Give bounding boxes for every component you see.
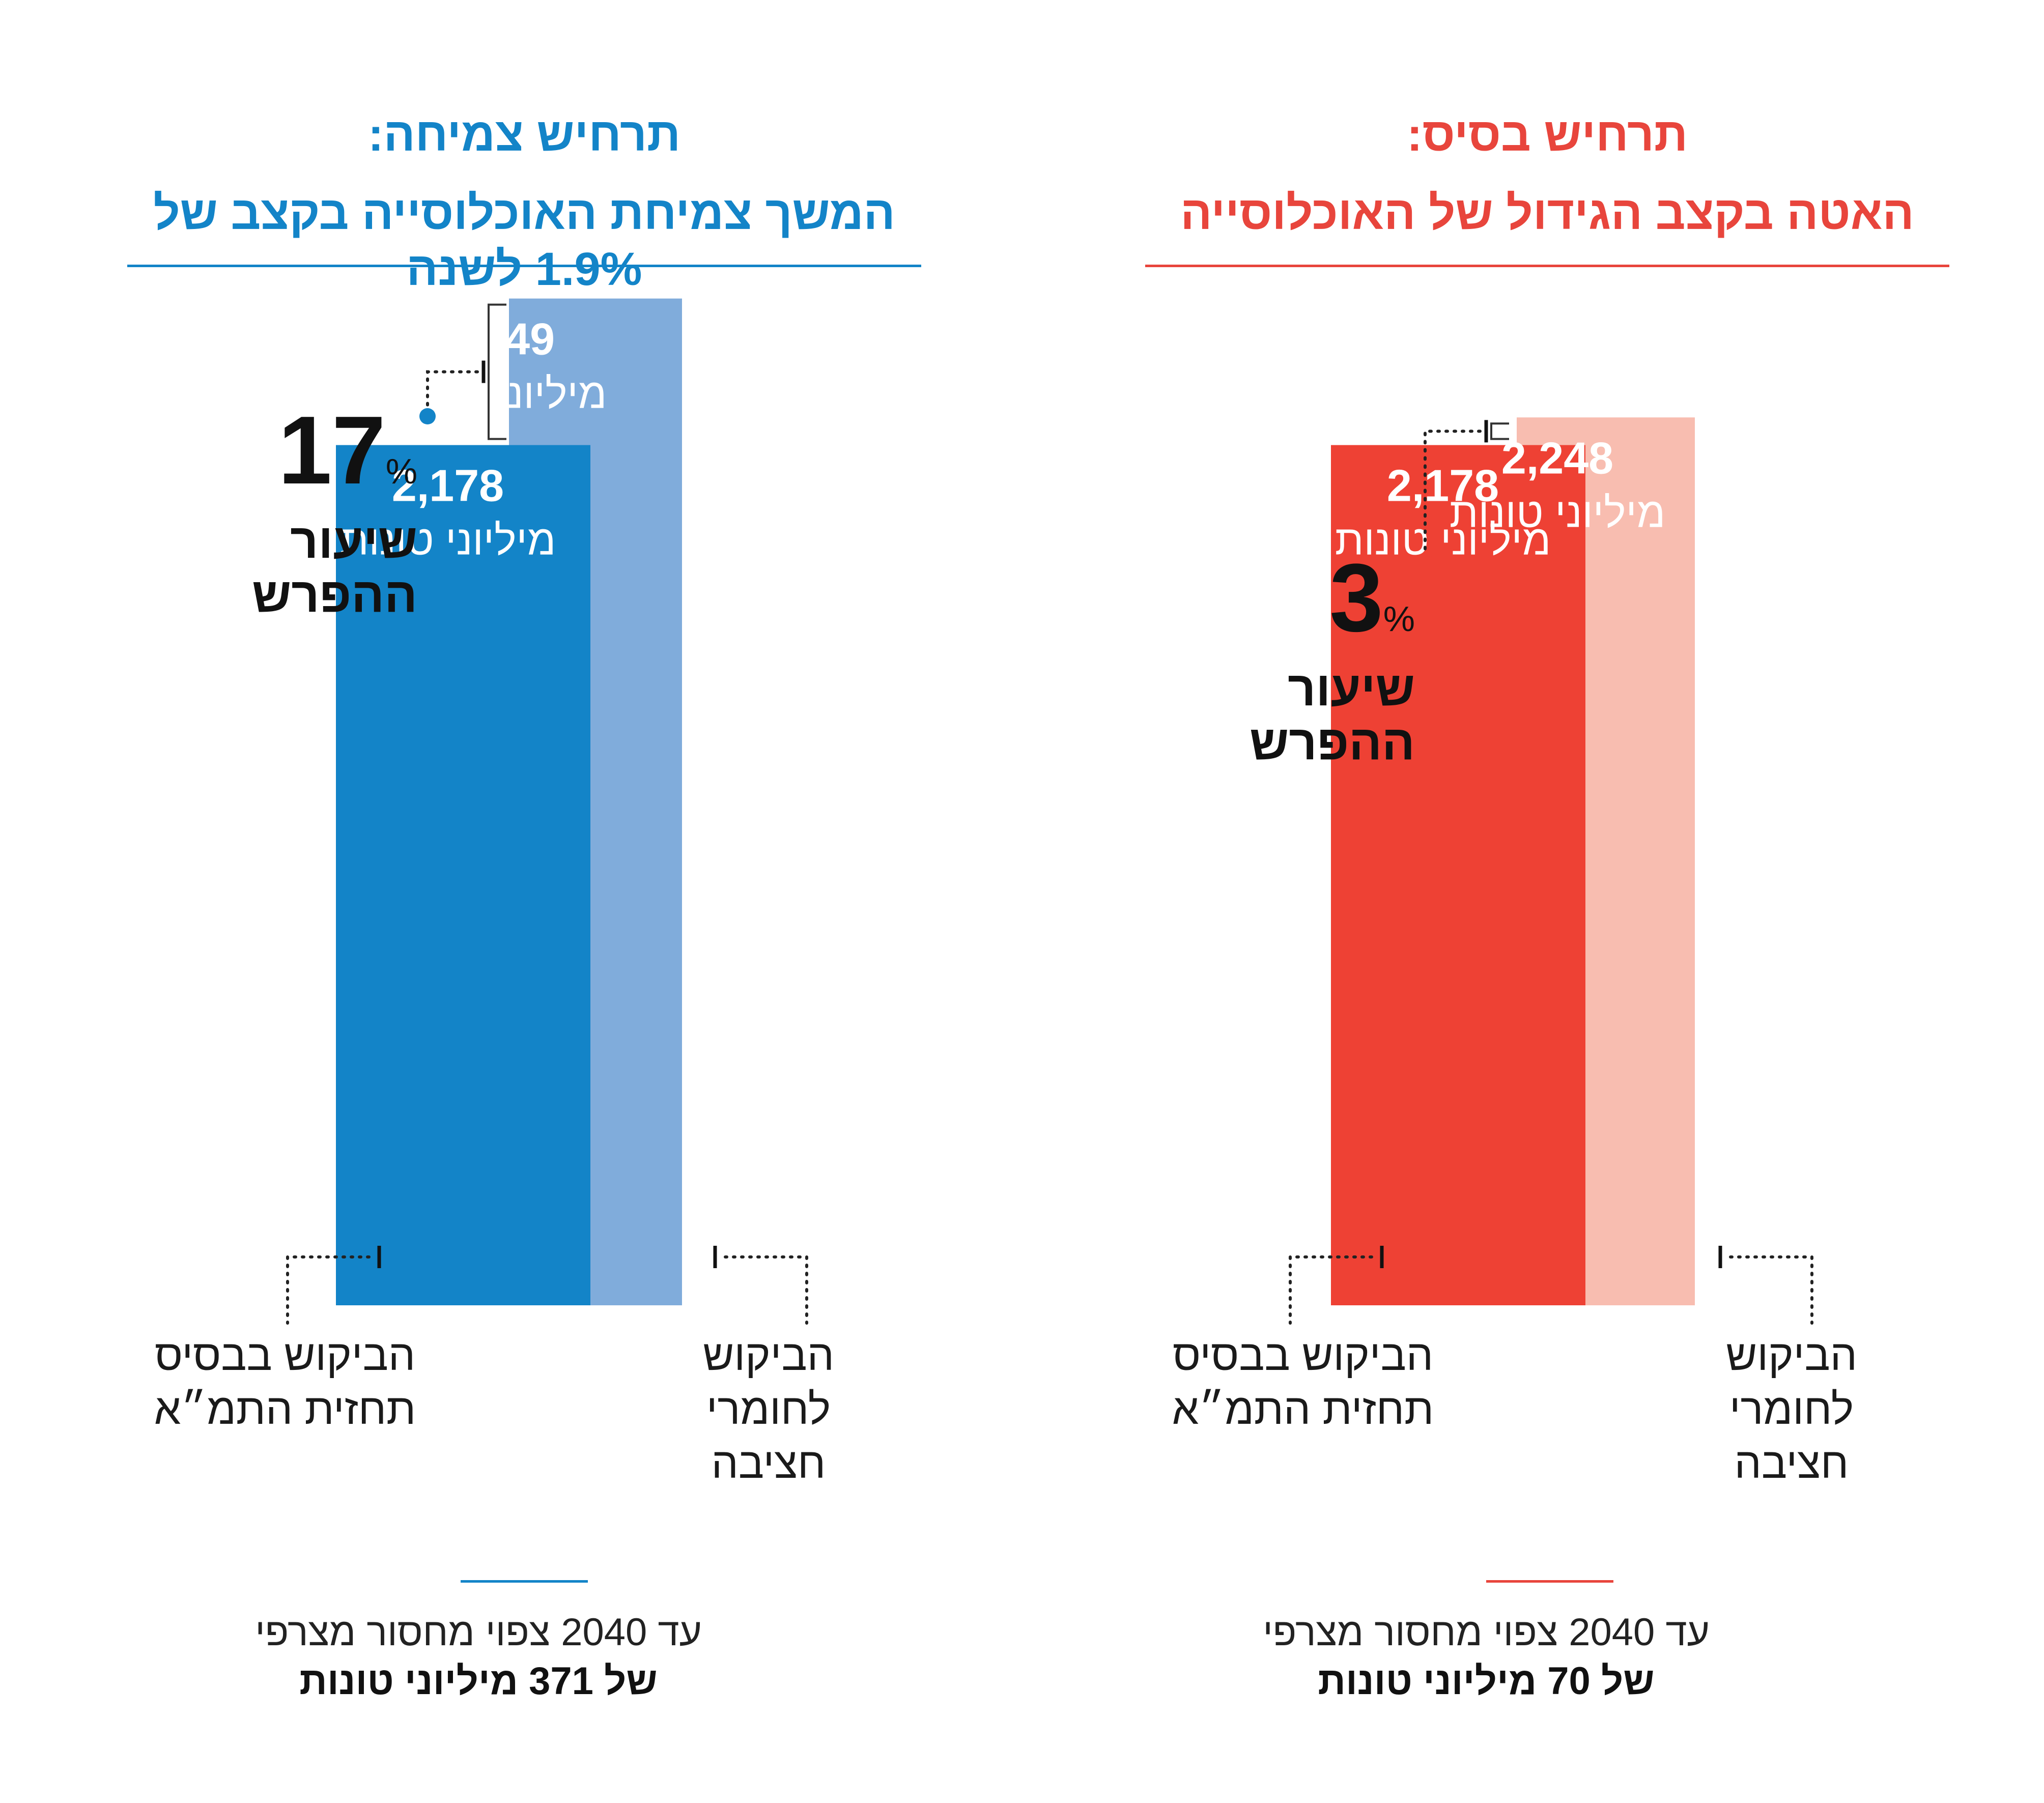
difference-bracket-left xyxy=(488,303,506,440)
category-label-imf-base-line2: תחזית התמ״א xyxy=(1172,1385,1434,1433)
footer-growth-line1: עד 2040 צפוי מחסור מצרפי xyxy=(255,1611,702,1654)
percent-sign-growth: % xyxy=(385,451,417,491)
category-label-quarry-base: הביקוש לחומרי חציבה xyxy=(1664,1328,1919,1490)
difference-percent-growth: 17% xyxy=(127,402,417,514)
panel-growth-scenario: תרחיש צמיחה: המשך צמיחת האוכלוסייה בקצב … xyxy=(127,0,921,1803)
category-label-imf-base: הביקוש בבסיס תחזית התמ״א xyxy=(1145,1328,1461,1436)
footer-base-line2: של 70 מיליוני טונות xyxy=(1318,1659,1655,1703)
category-leader-left-quarry xyxy=(724,1255,808,1325)
heading-base-subtitle: האטה בקצב הגידול של האוכלוסייה xyxy=(1180,187,1914,239)
heading-growth: תרחיש צמיחה: המשך צמיחת האוכלוסייה בקצב … xyxy=(127,107,921,297)
value-label-left-quarry: 2,549 xyxy=(443,314,555,364)
difference-dot-left xyxy=(419,408,436,424)
footer-rule-growth xyxy=(461,1580,588,1583)
category-leader-right-imf xyxy=(1289,1255,1373,1325)
difference-dot-right xyxy=(1417,553,1433,569)
category-label-imf-base-line1: הביקוש בבסיס xyxy=(1172,1331,1434,1379)
category-label-quarry-growth-line2: חציבה xyxy=(711,1439,826,1487)
footer-growth-line2: של 371 מיליוני טונות xyxy=(299,1659,658,1703)
difference-leader-left xyxy=(426,370,479,418)
difference-value-base: 3 xyxy=(1329,544,1383,652)
category-label-quarry-base-line1: הביקוש לחומרי xyxy=(1726,1331,1857,1433)
footer-growth: עד 2040 צפוי מחסור מצרפי של 371 מיליוני … xyxy=(127,1608,830,1706)
difference-leader-right xyxy=(1424,430,1482,563)
category-label-imf-growth: הביקוש בבסיס תחזית התמ״א xyxy=(127,1328,443,1436)
heading-base-rule xyxy=(1145,265,1949,267)
difference-word1-growth: שיעור xyxy=(290,514,417,568)
difference-percent-base: 3% xyxy=(1145,550,1415,662)
category-leader-left-imf xyxy=(286,1255,371,1325)
unit-label-left-imf: מיליוני טונות xyxy=(340,518,556,564)
value-label-right-imf: 2,178 xyxy=(1387,461,1499,511)
value-label-left-imf: 2,178 xyxy=(392,461,504,511)
panel-base-scenario: תרחיש בסיס: האטה בקצב הגידול של האוכלוסי… xyxy=(1145,0,1949,1803)
category-label-quarry-base-line2: חציבה xyxy=(1734,1439,1849,1487)
difference-block-base: 3% שיעור ההפרש xyxy=(1145,550,1415,770)
difference-word1-base: שיעור xyxy=(1288,662,1415,716)
difference-value-growth: 17 xyxy=(278,396,386,504)
unit-label-right-quarry: מיליוני טונות xyxy=(1450,490,1665,536)
category-label-imf-growth-line1: הביקוש בבסיס xyxy=(154,1331,416,1379)
bar-right-imf xyxy=(1331,445,1585,1305)
heading-growth-rule xyxy=(127,265,921,267)
bar-left-imf xyxy=(336,445,590,1305)
difference-block-growth: 17% שיעור ההפרש xyxy=(127,402,417,622)
category-leader-right-quarry xyxy=(1729,1255,1813,1325)
heading-growth-subtitle: המשך צמיחת האוכלוסייה בקצב של 1.9% לשנה xyxy=(153,187,895,295)
difference-word2-base: ההפרש xyxy=(1250,716,1415,770)
value-label-right-quarry: 2,248 xyxy=(1501,433,1613,483)
category-label-quarry-growth: הביקוש לחומרי חציבה xyxy=(641,1328,896,1490)
category-label-quarry-growth-line1: הביקוש לחומרי xyxy=(703,1331,834,1433)
heading-base: תרחיש בסיס: האטה בקצב הגידול של האוכלוסי… xyxy=(1145,107,1949,241)
footer-base: עד 2040 צפוי מחסור מצרפי של 70 מיליוני ט… xyxy=(1145,1608,1827,1706)
difference-bracket-right xyxy=(1490,422,1509,440)
category-label-imf-growth-line2: תחזית התמ״א xyxy=(154,1385,416,1433)
heading-base-title: תרחיש בסיס: xyxy=(1406,109,1688,161)
percent-sign-base: % xyxy=(1383,599,1415,639)
footer-rule-base xyxy=(1486,1580,1613,1583)
footer-base-line1: עד 2040 צפוי מחסור מצרפי xyxy=(1263,1611,1710,1654)
heading-growth-title: תרחיש צמיחה: xyxy=(367,109,681,161)
difference-word2-growth: ההפרש xyxy=(252,568,417,622)
unit-label-right-imf: מיליוני טונות xyxy=(1335,518,1551,564)
